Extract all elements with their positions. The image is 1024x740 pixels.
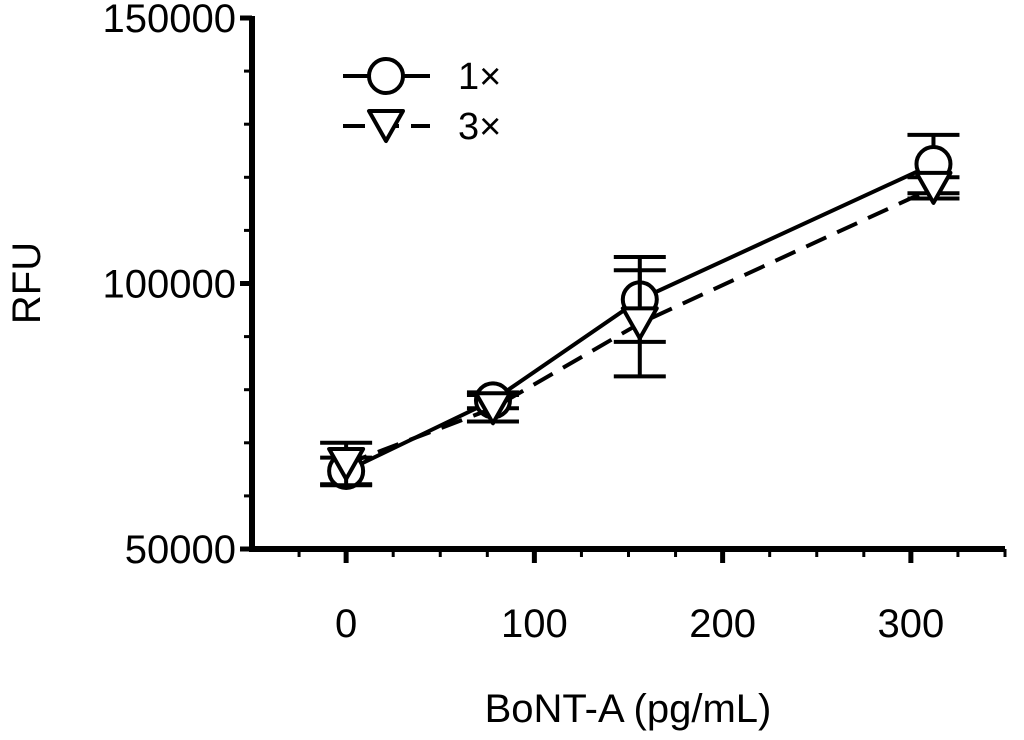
marker-triangle [914,170,953,205]
legend: 1×3× [343,56,501,148]
y-tick-label: 50000 [125,528,236,572]
x-tick-label: 100 [501,602,568,646]
legend-item-2: 3× [343,106,501,148]
x-tick-label: 300 [878,602,945,646]
axes: 50000 100000 150000 0 100 200 300 [103,0,1007,646]
marker-triangle [327,447,366,482]
x-axis-title: BoNT-A (pg/mL) [485,687,772,731]
legend-label: 3× [458,106,501,148]
marker-triangle [473,391,512,426]
legend-label: 1× [458,56,501,98]
marker-triangle [620,306,659,341]
x-tick-label: 0 [335,602,357,646]
marker-circle [367,57,405,95]
legend-item-1: 1× [343,56,501,98]
series-line [345,186,935,466]
series-2 [320,170,960,488]
x-tick-label: 200 [689,602,756,646]
y-tick-label: 100000 [103,263,236,307]
y-axis-title: RFU [5,242,49,324]
y-tick-label: 150000 [103,0,236,41]
series-layer [320,132,960,490]
marker-triangle [367,109,405,143]
